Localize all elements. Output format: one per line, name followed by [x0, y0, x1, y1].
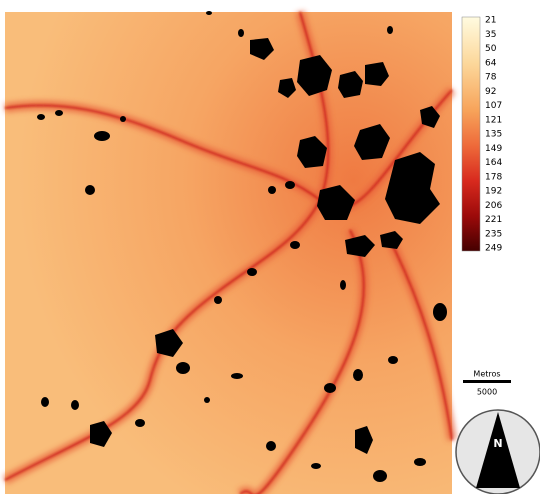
legend-label: 35: [485, 30, 496, 40]
legend-label: 107: [485, 101, 502, 111]
scale-label: 5000: [477, 388, 497, 397]
scale-bar: Metros 5000: [463, 370, 511, 397]
legend-label: 164: [485, 158, 502, 168]
legend-label: 249: [485, 244, 502, 254]
legend-label: 235: [485, 229, 502, 239]
legend-label: 121: [485, 115, 502, 125]
legend-label: 221: [485, 215, 502, 225]
color-bar: [461, 16, 481, 252]
north-label: N: [493, 437, 502, 450]
map: [2, 10, 457, 498]
legend-label: 78: [485, 73, 497, 83]
legend-label: 178: [485, 172, 502, 182]
scale-bar-line: [463, 380, 511, 383]
legend-label: 50: [485, 44, 497, 54]
legend-label: 64: [485, 58, 497, 68]
north-arrow: N: [455, 409, 540, 495]
scale-title: Metros: [473, 370, 500, 379]
legend: 21 35 50 64 78 92 107 121 135 149 164 178 192 206 221 2…: [461, 16, 502, 254]
legend-label: 192: [485, 187, 502, 197]
legend-label: 92: [485, 87, 496, 97]
north-pointer: [476, 412, 520, 488]
raster: [5, 12, 452, 494]
urban-areas: [37, 11, 447, 482]
legend-label: 149: [485, 144, 502, 154]
legend-label: 135: [485, 130, 502, 140]
legend-label: 21: [485, 16, 496, 26]
legend-label: 206: [485, 201, 502, 211]
